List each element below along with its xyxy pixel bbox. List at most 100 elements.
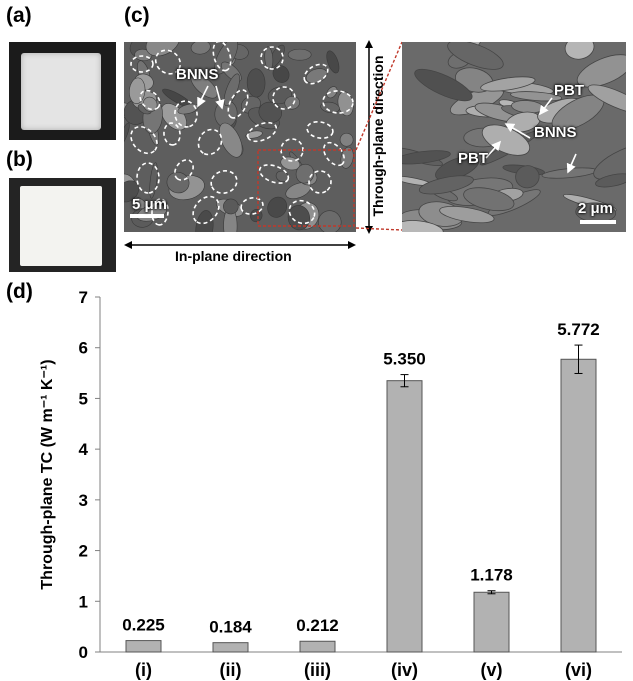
- bar-value-label: 1.178: [470, 566, 513, 585]
- sem-flake: [402, 150, 451, 165]
- y-tick-label: 6: [79, 339, 88, 358]
- x-tick-label: (i): [135, 660, 152, 680]
- sem-flake: [280, 156, 301, 171]
- sem-texture-high-mag: [402, 42, 626, 232]
- bnns-dashed-circle: [272, 86, 296, 110]
- sem-flake: [145, 42, 180, 57]
- zoom-connector-lines: [356, 41, 402, 231]
- sample-sheet-a: [21, 53, 101, 130]
- bar: [125, 640, 162, 653]
- sem-flake: [414, 68, 473, 102]
- x-tick-label: (iv): [391, 660, 418, 680]
- bnns-label-low-mag: BNNS: [176, 66, 219, 83]
- y-tick-label: 4: [79, 440, 89, 459]
- scalebar-low-mag: [130, 214, 164, 218]
- bnns-dashed-circle: [303, 63, 329, 85]
- y-tick-label: 7: [79, 288, 88, 307]
- bnns-dashed-circle: [212, 42, 232, 72]
- sem-flake: [250, 209, 263, 223]
- bar-value-label: 5.772: [557, 320, 600, 339]
- bnns-dashed-circle: [163, 122, 181, 146]
- sem-flake: [219, 122, 243, 158]
- sem-flake: [142, 96, 158, 112]
- bar-value-label: 5.350: [383, 350, 426, 369]
- panel-label-a: (a): [6, 4, 32, 27]
- sem-flake: [264, 46, 274, 71]
- sem-flake: [287, 48, 312, 61]
- sem-flake: [285, 182, 311, 200]
- bnns-dashed-circle: [308, 170, 332, 194]
- sem-flake: [124, 122, 130, 147]
- sem-flake: [402, 220, 444, 232]
- bnns-dashed-circle: [130, 125, 158, 155]
- sem-flake: [320, 101, 340, 114]
- sem-flake: [124, 180, 140, 203]
- bnns-label-high-mag: BNNS: [534, 124, 577, 141]
- bnns-dashed-circle: [197, 128, 223, 156]
- sem-flake: [339, 132, 354, 147]
- bnns-dashed-circle: [151, 198, 169, 226]
- bar: [299, 640, 336, 653]
- pbt-label-top: PBT: [554, 82, 584, 99]
- sem-image-high-mag: PBT PBT BNNS 2 μm: [402, 42, 626, 232]
- x-tick-label: (vi): [565, 660, 592, 680]
- sem-flake: [190, 73, 218, 99]
- sem-flake: [245, 130, 263, 139]
- scalebar-label-low-mag: 5 μm: [132, 196, 168, 213]
- bnns-dashed-circle: [174, 100, 198, 128]
- sem-flake: [287, 205, 311, 231]
- bnns-pointer-arrows: [197, 85, 225, 110]
- bnns-dashed-circle: [174, 159, 194, 181]
- sem-texture-low-mag: [124, 42, 356, 232]
- sem-flake: [166, 171, 190, 194]
- bnns-dashed-circle: [258, 164, 290, 184]
- sem-flake: [223, 198, 239, 215]
- sem-flake: [272, 65, 290, 83]
- bar: [386, 380, 423, 653]
- sample-photo-b: [9, 178, 116, 272]
- sem-flake: [593, 143, 626, 180]
- x-tick-label: (v): [481, 660, 503, 680]
- sem-flake: [418, 175, 474, 195]
- bar: [473, 591, 510, 653]
- sem-flake: [284, 96, 300, 110]
- bnns-dashed-circle: [246, 121, 278, 143]
- sample-photo-a: [9, 42, 116, 140]
- bar: [560, 358, 597, 653]
- bar-value-label: 0.225: [122, 616, 165, 635]
- sem-flake: [149, 162, 158, 199]
- y-tick-label: 1: [79, 592, 88, 611]
- sem-flake: [129, 77, 146, 105]
- bar-value-label: 0.184: [209, 618, 252, 637]
- bnns-dashed-circle: [192, 195, 220, 225]
- bnns-dashed-circle: [136, 162, 160, 194]
- sem-flake: [246, 68, 266, 98]
- sem-flake: [439, 205, 495, 224]
- bnns-dashed-circle: [280, 138, 304, 162]
- y-axis-label: Through-plane TC (W m⁻¹ K⁻¹): [39, 359, 56, 589]
- scalebar-high-mag: [580, 220, 616, 224]
- bnns-dashed-circle: [130, 55, 154, 73]
- panel-label-b: (b): [6, 148, 33, 171]
- sem-flake: [295, 163, 315, 184]
- sem-flake: [447, 42, 504, 70]
- bnns-dashed-circle: [240, 197, 264, 215]
- scalebar-label-high-mag: 2 μm: [578, 200, 614, 217]
- panel-label-d: (d): [6, 280, 33, 303]
- sem-flake: [214, 42, 238, 75]
- sem-flake: [510, 91, 563, 102]
- x-tick-label: (ii): [220, 660, 242, 680]
- sem-image-low-mag: BNNS 5 μm: [124, 42, 356, 232]
- sem-flake: [480, 76, 536, 92]
- sem-flake: [267, 196, 288, 218]
- sem-flake: [195, 210, 214, 232]
- y-tick-label: 2: [79, 542, 88, 561]
- bar: [212, 642, 249, 653]
- bnns-dashed-circle: [139, 89, 161, 111]
- y-tick-label: 3: [79, 491, 88, 510]
- sem-flake: [318, 210, 342, 232]
- y-tick-label: 0: [79, 643, 88, 662]
- sem-flake: [190, 42, 211, 55]
- pbt-label-left: PBT: [458, 150, 488, 167]
